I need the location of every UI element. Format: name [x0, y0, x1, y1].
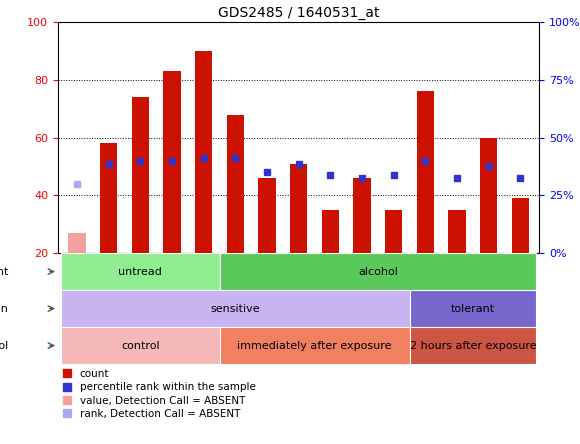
Text: control: control	[121, 341, 160, 351]
Text: alcohol: alcohol	[358, 266, 398, 277]
Text: sensitive: sensitive	[211, 304, 260, 313]
Bar	[322, 210, 339, 253]
Bar	[448, 210, 466, 253]
Text: 2 hours after exposure: 2 hours after exposure	[409, 341, 536, 351]
Text: tolerant: tolerant	[451, 304, 495, 313]
Bar	[290, 164, 307, 253]
Bar	[258, 178, 276, 253]
Bar	[164, 71, 181, 253]
Bar	[68, 233, 86, 253]
Text: agent: agent	[0, 266, 9, 277]
Bar	[227, 115, 244, 253]
Bar	[409, 290, 536, 327]
Bar	[61, 327, 219, 364]
Bar	[132, 97, 149, 253]
Bar	[61, 290, 409, 327]
Bar	[219, 253, 536, 290]
Legend: count, percentile rank within the sample, value, Detection Call = ABSENT, rank, : count, percentile rank within the sample…	[63, 369, 256, 419]
Bar	[480, 138, 498, 253]
Title: GDS2485 / 1640531_at: GDS2485 / 1640531_at	[218, 6, 379, 20]
Text: untread: untread	[118, 266, 162, 277]
Bar	[409, 327, 536, 364]
Bar	[195, 51, 212, 253]
Bar	[100, 143, 117, 253]
Text: strain: strain	[0, 304, 9, 313]
Bar	[61, 253, 219, 290]
Text: protocol: protocol	[0, 341, 9, 351]
Bar	[353, 178, 371, 253]
Bar	[416, 91, 434, 253]
Bar	[512, 198, 529, 253]
Bar	[385, 210, 403, 253]
Text: immediately after exposure: immediately after exposure	[237, 341, 392, 351]
Bar	[219, 327, 409, 364]
